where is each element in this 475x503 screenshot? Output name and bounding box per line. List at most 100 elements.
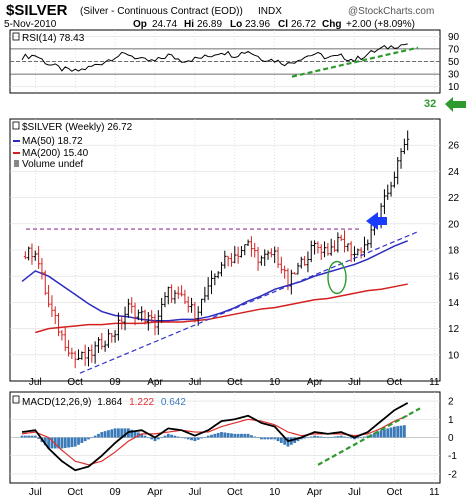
- macd-histogram-bar: [20, 435, 24, 438]
- rsi-y-tick-label: 30: [448, 70, 460, 81]
- rsi-legend-text: RSI(14) 78.43: [22, 33, 85, 44]
- macd-histogram-bar: [253, 436, 257, 438]
- rsi-annotation-value: 32: [424, 98, 436, 110]
- macd-histogram-bar: [393, 426, 396, 438]
- macd-histogram-bar: [303, 437, 307, 439]
- price-y-tick-label: 20: [448, 219, 460, 230]
- macd-histogram-bar: [233, 433, 237, 438]
- macd-histogram-bar: [383, 429, 386, 438]
- price-panel: [21, 130, 419, 374]
- date-label: 5-Nov-2010: [4, 19, 57, 30]
- macd-histogram-bar: [67, 437, 70, 448]
- rsi-legend-swatch: [12, 32, 20, 41]
- macd-legend-hist-value: 0.642: [161, 397, 186, 408]
- macd-histogram-bar: [160, 437, 164, 439]
- macd-histogram-bar: [166, 433, 170, 438]
- macd-histogram-bar: [37, 437, 41, 439]
- macd-histogram-bar: [319, 436, 323, 438]
- macd-histogram-bar: [43, 437, 47, 446]
- macd-histogram-bar: [379, 430, 383, 438]
- macd-histogram-bar: [203, 437, 207, 438]
- price-y-tick-label: 16: [448, 272, 460, 283]
- macd-histogram-bar: [273, 437, 277, 440]
- macd-histogram-bar: [329, 437, 333, 438]
- high-value: 26.89: [197, 19, 222, 30]
- macd-histogram-bar: [346, 437, 350, 439]
- macd-histogram-bar: [23, 435, 27, 438]
- price-x-tick-label: Oct: [387, 377, 403, 388]
- rsi-legend: RSI(14) 78.43: [12, 32, 85, 44]
- macd-histogram-bar: [213, 433, 217, 438]
- macd-x-tick-label: Jul: [29, 487, 42, 498]
- macd-histogram-bar: [263, 437, 267, 440]
- macd-y-tick-label: -1: [448, 451, 457, 462]
- rsi-y-tick-label: 50: [448, 57, 460, 68]
- macd-signal-line: [21, 415, 408, 466]
- macd-histogram-bar: [226, 432, 230, 438]
- macd-histogram-bar: [260, 437, 263, 440]
- macd-histogram-bar: [153, 437, 157, 442]
- price-x-tick-label: Jul: [189, 377, 202, 388]
- macd-histogram-bar: [363, 436, 366, 438]
- macd-x-tick-label: Oct: [387, 487, 403, 498]
- macd-histogram-bar: [80, 437, 84, 443]
- macd-histogram-bar: [77, 437, 80, 445]
- macd-histogram-bar: [313, 435, 316, 438]
- price-x-tick-label: Jul: [348, 377, 361, 388]
- macd-histogram-bar: [333, 436, 336, 438]
- macd-histogram-bar: [396, 426, 400, 438]
- macd-histogram-bar: [70, 437, 74, 448]
- macd-histogram-bar: [150, 437, 154, 440]
- macd-histogram-bar: [223, 432, 227, 438]
- price-legend-swatch: [12, 121, 20, 130]
- symbol-name: (Silver - Continuous Contract (EOD)): [80, 6, 243, 17]
- macd-histogram-bar: [140, 433, 144, 438]
- macd-trendline: [317, 407, 421, 466]
- price-y-tick-label: 12: [448, 324, 460, 335]
- rsi-y-tick-label: 90: [448, 32, 460, 43]
- macd-histogram-bar: [389, 427, 393, 438]
- price-x-tick-label: 11: [429, 377, 440, 388]
- macd-histogram-bar: [240, 433, 243, 438]
- macd-x-tick-label: 09: [110, 487, 122, 498]
- macd-histogram-bar: [107, 430, 110, 438]
- macd-histogram-bar: [236, 433, 240, 438]
- macd-histogram-bar: [349, 437, 353, 439]
- rsi-y-tick-label: 10: [448, 82, 460, 93]
- macd-histogram-bar: [47, 437, 50, 449]
- ma200-legend-text: MA(200) 15.40: [22, 148, 89, 159]
- macd-histogram-bar: [220, 432, 223, 438]
- macd-histogram-bar: [243, 433, 247, 438]
- price-y-tick-label: 24: [448, 167, 460, 178]
- macd-histogram-bar: [133, 431, 137, 438]
- ma200-series-line: [35, 283, 408, 334]
- macd-histogram-bar: [356, 437, 360, 439]
- macd-histogram-bar: [130, 429, 134, 438]
- macd-histogram-bar: [283, 437, 287, 445]
- macd-histogram-bar: [120, 428, 124, 438]
- macd-histogram-bar: [53, 437, 57, 449]
- macd-histogram-bar: [30, 435, 34, 438]
- macd-panel: [20, 402, 421, 472]
- macd-histogram-bar: [190, 437, 193, 441]
- macd-histogram-bar: [193, 437, 197, 442]
- macd-legend-macd-value: 1.864: [97, 397, 122, 408]
- macd-histogram-bar: [230, 433, 233, 438]
- price-y-tick-label: 18: [448, 246, 460, 257]
- price-y-tick-label: 22: [448, 193, 460, 204]
- macd-histogram-bar: [386, 428, 390, 438]
- macd-histogram-bar: [27, 435, 31, 438]
- low-value: 23.96: [245, 19, 270, 30]
- macd-histogram-bar: [323, 437, 326, 438]
- macd-histogram-bar: [103, 431, 107, 438]
- close-label: Cl: [278, 19, 288, 30]
- green-ellipse-annotation: [327, 260, 347, 295]
- macd-histogram-bar: [339, 435, 343, 438]
- macd-histogram-bar: [276, 437, 280, 442]
- macd-histogram-bar: [266, 437, 270, 440]
- macd-histogram-bar: [90, 437, 94, 439]
- macd-histogram-bar: [402, 425, 406, 438]
- macd-histogram-bar: [93, 435, 97, 438]
- green-arrow-icon: [445, 97, 466, 112]
- macd-histogram-bar: [57, 437, 60, 449]
